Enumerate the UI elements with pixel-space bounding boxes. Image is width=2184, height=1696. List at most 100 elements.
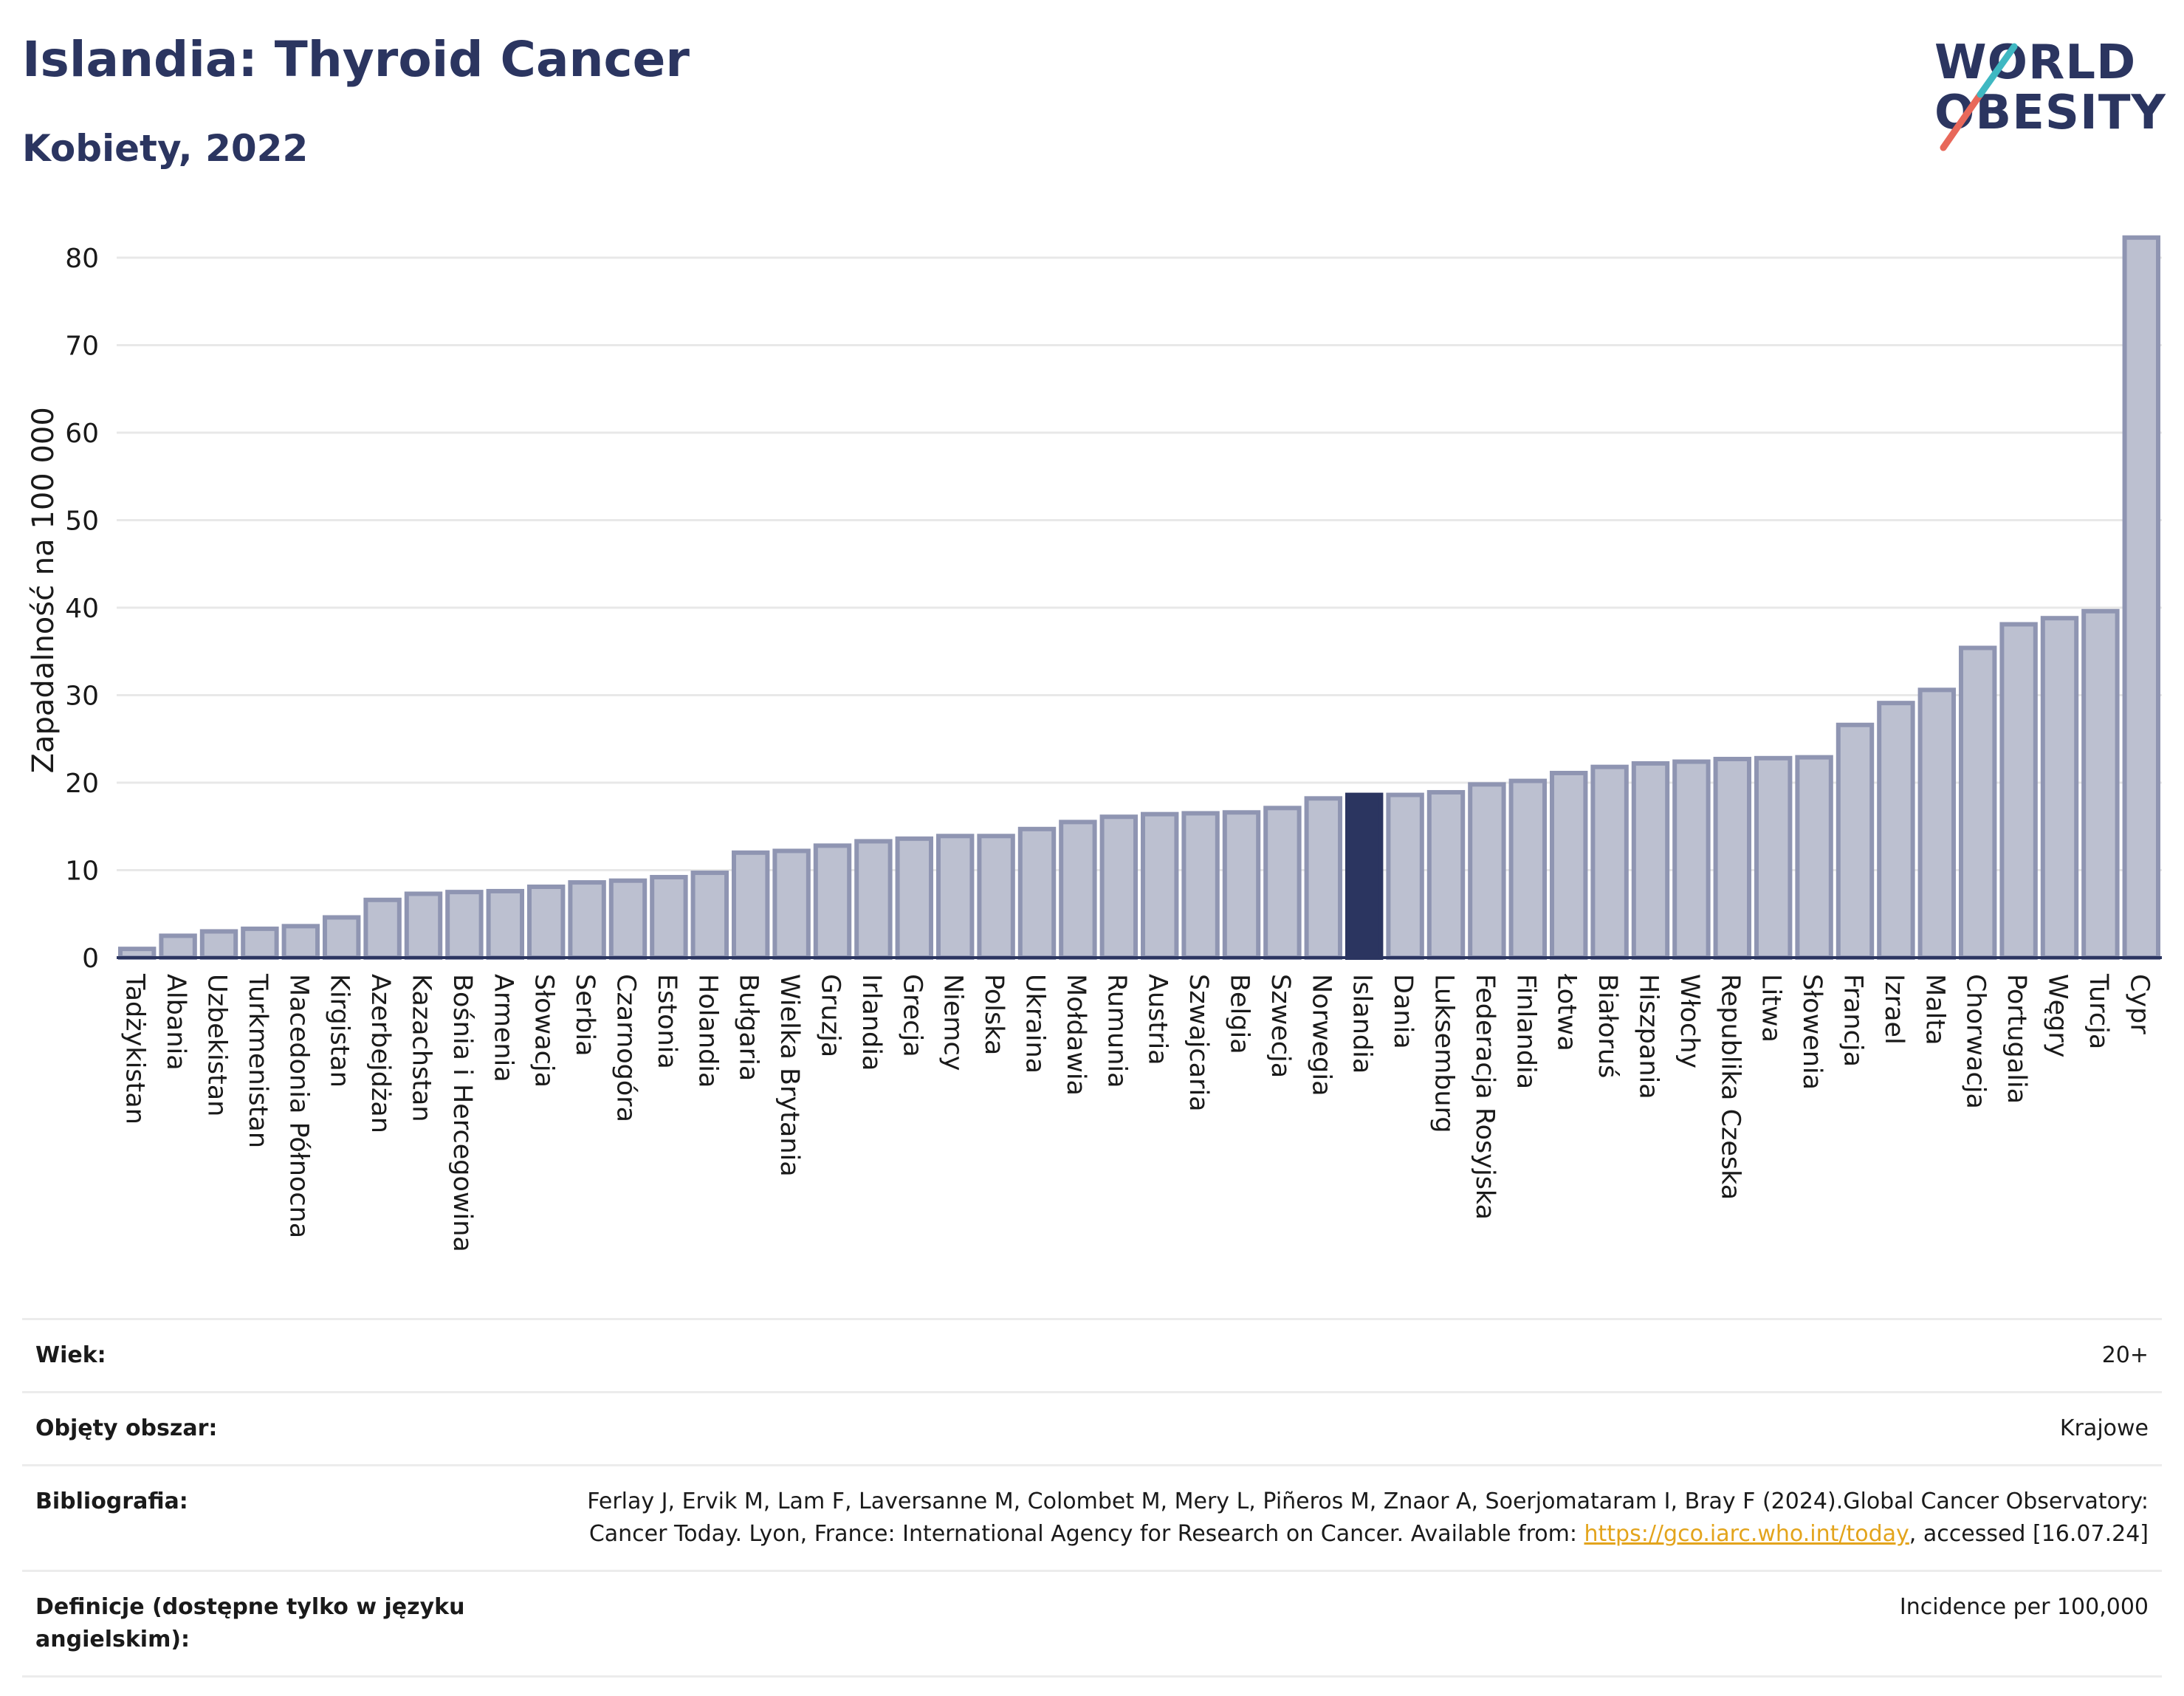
x-tick-label: Słowenia: [1797, 974, 1827, 1090]
bibliography-text: Ferlay J, Ervik M, Lam F, Laversanne M, …: [587, 1489, 2149, 1547]
bar: [1672, 759, 1711, 960]
x-tick-label: Grecja: [897, 974, 927, 1057]
x-tick-label: Niemcy: [938, 974, 968, 1071]
bar: [486, 888, 525, 960]
bar: [1795, 755, 1833, 960]
meta-row-area: Objęty obszar: Krajowe: [22, 1391, 2162, 1464]
bar: [2122, 235, 2161, 961]
bar: [1263, 806, 1302, 960]
y-tick-label: 20: [65, 769, 99, 799]
x-tick-label: Cypr: [2124, 974, 2154, 1034]
x-tick-label: Kirgistan: [325, 974, 354, 1088]
y-tick-label: 0: [82, 944, 99, 974]
x-tick-label: Włochy: [1675, 974, 1704, 1068]
x-tick-label: Irlandia: [856, 974, 886, 1071]
x-tick-label: Czarnogóra: [611, 974, 641, 1122]
metadata-table: Wiek: 20+ Objęty obszar: Krajowe Bibliog…: [22, 1318, 2162, 1678]
bibliography-link[interactable]: https://gco.iarc.who.int/today: [1584, 1521, 1909, 1547]
meta-label-age: Wiek:: [35, 1342, 106, 1368]
bar: [363, 897, 402, 960]
x-tick-label: Węgry: [2043, 974, 2073, 1057]
x-tick-label: Gruzja: [816, 974, 845, 1057]
meta-label-area: Objęty obszar:: [35, 1415, 218, 1441]
x-tick-label: Dania: [1388, 974, 1418, 1049]
bar: [935, 834, 975, 960]
bar: [2040, 616, 2079, 960]
y-tick-label: 10: [65, 856, 99, 887]
grid-lines: [117, 256, 2162, 871]
bar: [772, 848, 811, 960]
bar: [241, 926, 279, 961]
bar: [1631, 761, 1670, 960]
y-tick-label: 40: [65, 594, 99, 624]
x-tick-label: Ukraina: [1020, 974, 1050, 1074]
x-tick-label: Mołdawia: [1061, 974, 1091, 1096]
axes: 0 10 20 30 40 50 60 70 80 Tadżykistan Albania Uzbek…: [65, 244, 2162, 1252]
x-tick-label: Federacja Rosyjska: [1470, 974, 1500, 1220]
y-tick-label: 50: [65, 507, 99, 537]
world-obesity-logo: WORLD OBESITY: [1920, 21, 2171, 157]
y-axis-label: Zapadalność na 100 000: [27, 407, 61, 773]
bar: [1590, 764, 1629, 960]
bar: [1099, 814, 1139, 961]
bar: [813, 843, 852, 960]
bar: [1958, 645, 1997, 960]
x-tick-label: Chorwacja: [1961, 974, 1991, 1109]
x-tick-label: Serbia: [570, 974, 600, 1057]
x-tick-label: Szwajcaria: [1184, 974, 1213, 1112]
x-tick-label: Macedonia Północna: [284, 974, 313, 1238]
x-tick-label: Norwegia: [1306, 974, 1336, 1096]
bar: [1059, 820, 1097, 961]
x-tick-label: Holandia: [693, 974, 722, 1088]
meta-label-definitions: Definicje (dostępne tylko w języku angie…: [35, 1594, 465, 1652]
x-tick-label: Francja: [1838, 974, 1868, 1067]
bars: [117, 235, 2161, 961]
logo-text-line2: OBESITY: [1934, 86, 2166, 140]
x-tick-label: Izrael: [1879, 974, 1909, 1045]
x-tick-label: Turcja: [2084, 973, 2113, 1049]
bar: [690, 871, 729, 960]
bibliography-accessed: , accessed [16.07.24]: [1909, 1521, 2149, 1547]
x-tick-label: Uzbekistan: [202, 974, 232, 1116]
bar: [322, 915, 361, 960]
x-tick-label: Hiszpania: [1634, 974, 1663, 1099]
bar: [1836, 722, 1875, 960]
meta-row-age: Wiek: 20+: [22, 1318, 2162, 1391]
page-subtitle: Kobiety, 2022: [22, 127, 309, 170]
x-tick-label: Kazachstan: [407, 974, 436, 1122]
bar-highlight: [1345, 792, 1384, 961]
x-tick-label: Słowacja: [529, 974, 559, 1088]
x-tick-label: Malta: [1920, 974, 1949, 1046]
x-tick-label: Azerbejdżan: [365, 974, 395, 1133]
x-tick-label: Tadżykistan: [120, 973, 150, 1125]
bar: [1426, 790, 1466, 960]
bar: [568, 880, 606, 961]
page-title: Islandia: Thyroid Cancer: [22, 31, 690, 88]
bar: [281, 924, 320, 961]
bar: [1713, 757, 1752, 960]
y-tick-label: 60: [65, 419, 99, 449]
x-tick-label: Turkmenistan: [243, 973, 272, 1148]
bar: [608, 878, 648, 960]
bar: [731, 850, 770, 960]
meta-value-definitions: Incidence per 100,000: [1899, 1594, 2149, 1620]
x-tick-label: Belgia: [1225, 974, 1254, 1054]
bar: [159, 933, 197, 960]
x-tick-label: Szwecja: [1266, 974, 1295, 1078]
bar: [445, 890, 484, 960]
meta-row-definitions: Definicje (dostępne tylko w języku angie…: [22, 1570, 2162, 1678]
bar: [650, 874, 688, 960]
meta-value-age: 20+: [2101, 1342, 2149, 1368]
y-tick-label: 30: [65, 682, 99, 712]
bar: [1304, 796, 1343, 961]
bar: [854, 839, 893, 961]
bar: [977, 834, 1015, 960]
bar: [1140, 811, 1179, 960]
meta-value-area: Krajowe: [2059, 1415, 2149, 1441]
bar: [1917, 687, 1957, 960]
bar: [895, 836, 934, 961]
logo-text-line1: WORLD: [1934, 35, 2137, 90]
bar: [1386, 792, 1424, 961]
x-tick-label: Wielka Brytania: [775, 974, 804, 1177]
bar: [1999, 622, 2038, 960]
